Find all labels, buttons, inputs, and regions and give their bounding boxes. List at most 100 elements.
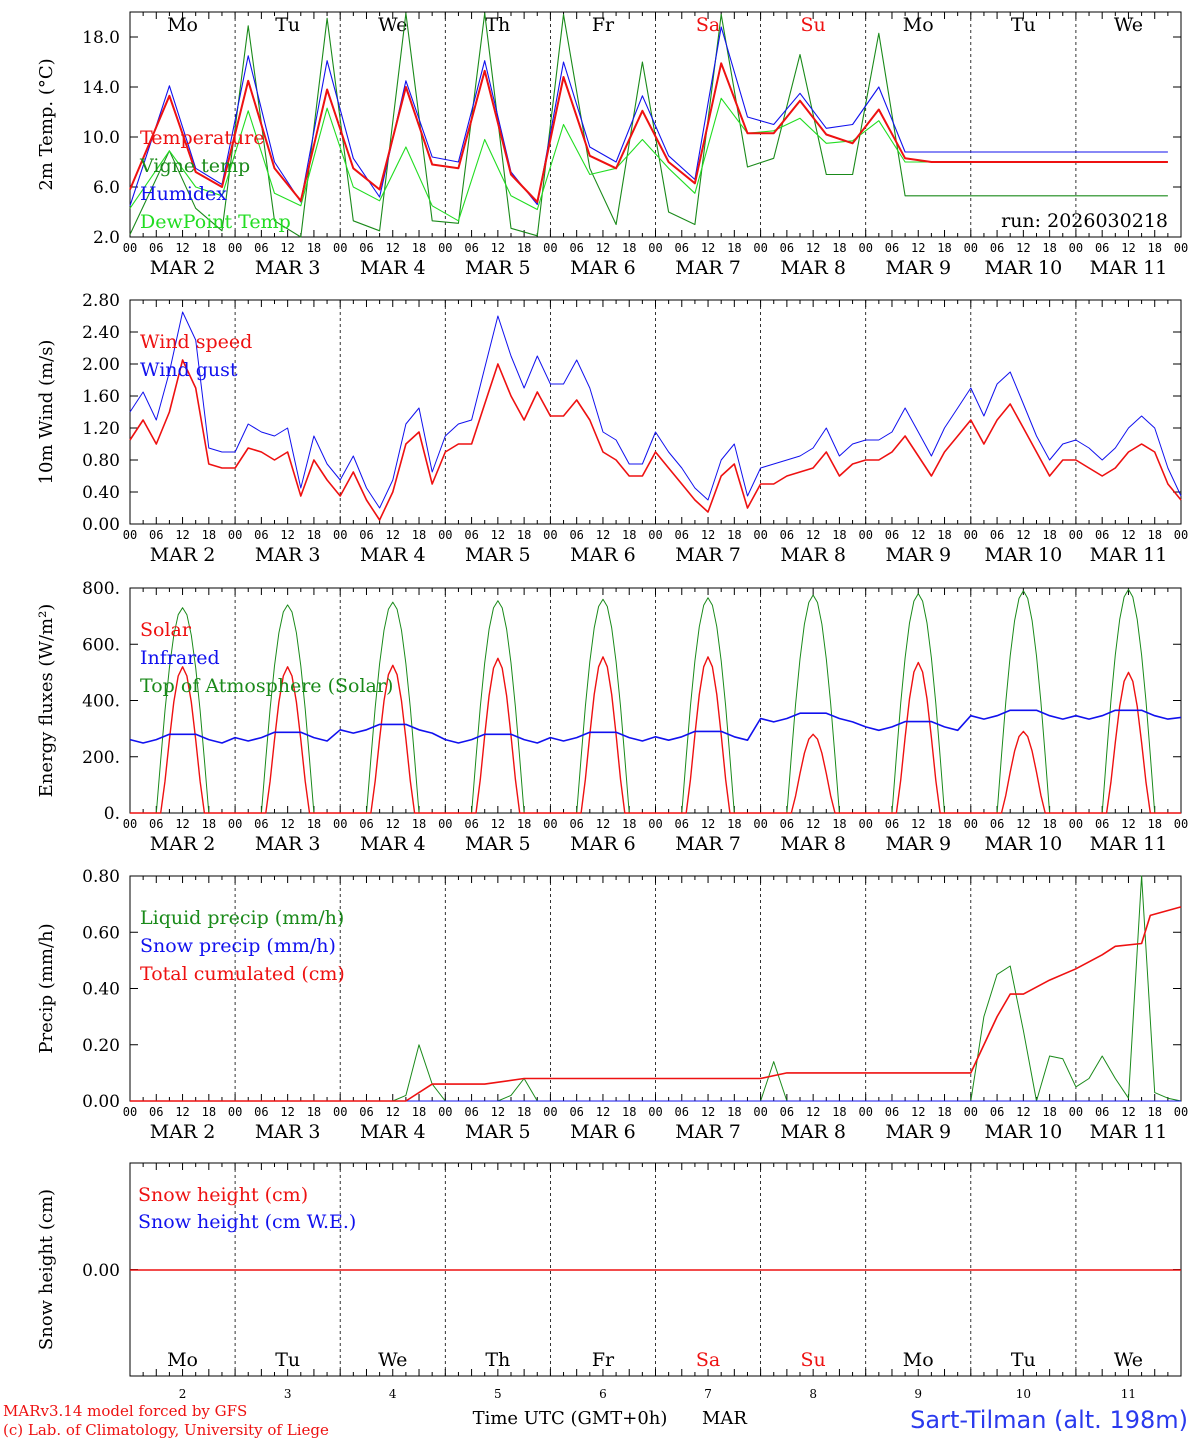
hour-tick-label: 18 [937, 528, 951, 542]
hour-tick-label: 06 [254, 1105, 268, 1119]
hour-tick-label: 00 [228, 528, 242, 542]
hour-tick-label: 06 [1095, 817, 1109, 831]
hour-tick-label: 12 [806, 528, 820, 542]
hour-tick-label: 12 [701, 241, 715, 255]
hour-tick-label: 12 [386, 1105, 400, 1119]
hour-tick-label: 18 [307, 1105, 321, 1119]
model-credit: MARv3.14 model forced by GFS [3, 1402, 247, 1420]
date-label: MAR 8 [780, 833, 846, 855]
hour-tick-label: 00 [333, 1105, 347, 1119]
hour-tick-label: 18 [727, 817, 741, 831]
hour-tick-label: 06 [464, 817, 478, 831]
date-label: MAR 11 [1090, 257, 1168, 279]
hour-tick-label: 12 [1121, 241, 1135, 255]
hour-tick-label: 12 [806, 241, 820, 255]
y-tick-label: 200. [82, 748, 120, 768]
series-line-humidex [129, 26, 1168, 206]
date-label: MAR 6 [570, 833, 636, 855]
hour-tick-label: 06 [149, 241, 163, 255]
date-label: MAR 9 [885, 833, 951, 855]
day-name-label: Tu [275, 1349, 300, 1371]
date-label: MAR 4 [360, 544, 426, 566]
hour-tick-label: 12 [911, 817, 925, 831]
series-line-infrared [129, 709, 1182, 744]
hour-tick-label: 00 [1069, 528, 1083, 542]
date-label: MAR 11 [1090, 833, 1168, 855]
hour-tick-label: 06 [569, 241, 583, 255]
hour-tick-label: 18 [412, 1105, 426, 1119]
date-label: MAR 7 [675, 257, 741, 279]
y-tick-label: 2.00 [82, 355, 120, 375]
y-tick-label: 0.00 [82, 1092, 120, 1112]
hour-tick-label: 00 [1174, 241, 1188, 255]
hour-tick-label: 12 [1016, 817, 1030, 831]
hour-tick-label: 06 [569, 528, 583, 542]
hour-tick-label: 06 [464, 528, 478, 542]
hour-tick-label: 18 [937, 1105, 951, 1119]
hour-tick-label: 18 [307, 241, 321, 255]
y-tick-label: 0. [104, 804, 120, 824]
y-tick-label: 18.0 [82, 28, 120, 48]
day-name-label: Mo [167, 14, 198, 36]
series-line-liquid-precip-mm-h- [130, 875, 1182, 1102]
hour-tick-label: 00 [123, 817, 137, 831]
date-label: MAR 6 [570, 1121, 636, 1143]
legend-entry: Snow height (cm W.E.) [138, 1211, 356, 1233]
hour-tick-label: 12 [701, 528, 715, 542]
hour-tick-label: 00 [648, 528, 662, 542]
series-line-dewpoint-temp [129, 97, 1168, 222]
legend-entry: Solar [140, 619, 192, 641]
day-name-label: We [378, 1349, 407, 1371]
date-label: MAR 4 [360, 1121, 426, 1143]
day-name-label: Su [801, 1349, 826, 1371]
hour-tick-label: 18 [307, 817, 321, 831]
day-name-label: Th [485, 14, 510, 36]
date-label: MAR 2 [150, 544, 216, 566]
hour-tick-label: 06 [675, 1105, 689, 1119]
hour-tick-label: 18 [622, 241, 636, 255]
legend-entry: Snow height (cm) [138, 1184, 308, 1206]
y-tick-label: 0.40 [82, 483, 120, 503]
date-label: MAR 8 [780, 257, 846, 279]
hour-tick-label: 12 [911, 1105, 925, 1119]
hour-tick-label: 00 [648, 817, 662, 831]
hour-tick-label: 12 [806, 1105, 820, 1119]
day-name-label: We [1114, 14, 1143, 36]
day-name-label: Sa [696, 1349, 720, 1371]
hour-tick-label: 06 [359, 817, 373, 831]
y-tick-label: 0.60 [82, 923, 120, 943]
hour-tick-label: 06 [675, 528, 689, 542]
hour-tick-label: 06 [675, 817, 689, 831]
run-label: run: 2026030218 [1001, 210, 1168, 232]
hour-tick-label: 12 [1016, 528, 1030, 542]
day-name-label: Mo [903, 14, 934, 36]
day-number-label: 6 [599, 1387, 607, 1401]
hour-tick-label: 18 [307, 528, 321, 542]
hour-tick-label: 06 [990, 1105, 1004, 1119]
hour-tick-label: 12 [911, 528, 925, 542]
hour-tick-label: 06 [464, 1105, 478, 1119]
y-axis-label: Precip (mm/h) [36, 923, 57, 1053]
series-line-wind-speed [129, 359, 1182, 521]
series-line-total-cumulated-cm- [130, 906, 1182, 1102]
plot-frame [129, 587, 1182, 814]
hour-tick-label: 18 [1042, 528, 1056, 542]
date-label: MAR 10 [984, 257, 1062, 279]
date-label: MAR 10 [984, 833, 1062, 855]
hour-tick-label: 18 [832, 528, 846, 542]
hour-tick-label: 18 [202, 241, 216, 255]
hour-tick-label: 00 [858, 817, 872, 831]
hour-tick-label: 18 [622, 1105, 636, 1119]
date-label: MAR 4 [360, 257, 426, 279]
hour-tick-label: 18 [517, 241, 531, 255]
date-label: MAR 5 [465, 257, 531, 279]
hour-tick-label: 18 [937, 241, 951, 255]
hour-tick-label: 06 [254, 528, 268, 542]
plot-frame [129, 299, 1182, 525]
day-name-label: Mo [167, 1349, 198, 1371]
hour-tick-label: 18 [412, 817, 426, 831]
date-label: MAR 9 [885, 1121, 951, 1143]
y-tick-label: 1.60 [82, 387, 120, 407]
hour-tick-label: 00 [648, 241, 662, 255]
hour-tick-label: 12 [1016, 241, 1030, 255]
